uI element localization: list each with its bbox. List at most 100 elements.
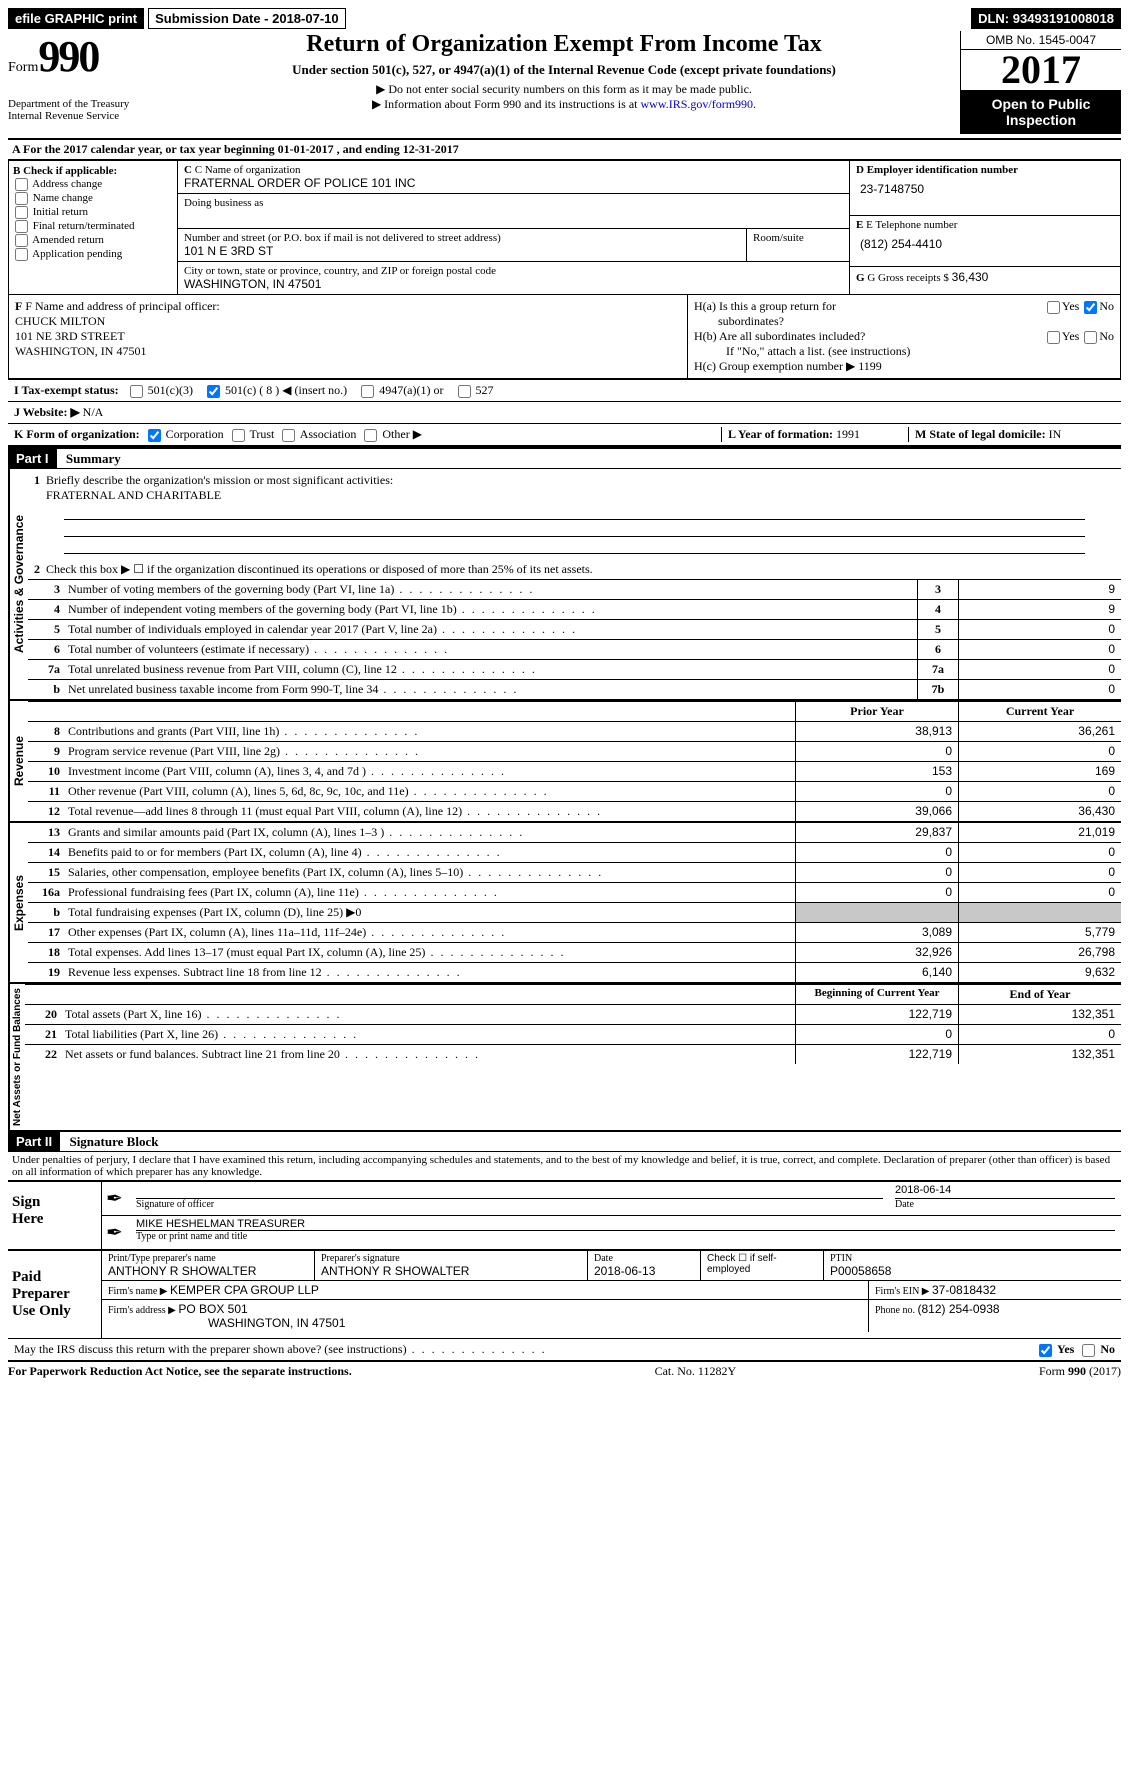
table-row: bNet unrelated business taxable income f… xyxy=(28,679,1121,699)
cb-trust[interactable] xyxy=(232,429,245,442)
officer-addr1: 101 NE 3RD STREET xyxy=(15,329,681,344)
self-employed-check[interactable]: Check ☐ if self-employed xyxy=(701,1251,824,1280)
cb-corp[interactable] xyxy=(148,429,161,442)
cb-assoc[interactable] xyxy=(282,429,295,442)
cb-address-change[interactable]: Address change xyxy=(13,178,173,191)
cb-other[interactable] xyxy=(364,429,377,442)
section-f: F F Name and address of principal office… xyxy=(9,295,687,378)
irs-label: Internal Revenue Service xyxy=(8,110,168,122)
table-row: 18Total expenses. Add lines 13–17 (must … xyxy=(28,942,1121,962)
org-name: FRATERNAL ORDER OF POLICE 101 INC xyxy=(184,176,843,190)
ssn-note: ▶ Do not enter social security numbers o… xyxy=(168,82,960,97)
cb-discuss-no[interactable] xyxy=(1082,1344,1095,1357)
org-name-label: C C Name of organization xyxy=(184,164,843,176)
firm-addr1: PO BOX 501 xyxy=(178,1302,247,1316)
ein: 23-7148750 xyxy=(856,176,1114,202)
cb-ha-no[interactable] xyxy=(1084,301,1097,314)
prior-year-hdr: Prior Year xyxy=(795,702,958,721)
part2-title: Signature Block xyxy=(63,1134,158,1149)
table-row: 13Grants and similar amounts paid (Part … xyxy=(28,823,1121,842)
cb-hb-no[interactable] xyxy=(1084,331,1097,344)
section-l: L Year of formation: 1991 xyxy=(721,427,908,442)
b-label: B Check if applicable: xyxy=(13,165,173,177)
perjury-text: Under penalties of perjury, I declare th… xyxy=(8,1152,1121,1180)
tax-year: 2017 xyxy=(961,50,1121,90)
netassets-section: Net Assets or Fund Balances Beginning of… xyxy=(8,982,1121,1130)
pen-icon: ✒ xyxy=(102,1182,130,1215)
mission-line xyxy=(64,539,1085,554)
end-year-hdr: End of Year xyxy=(958,985,1121,1004)
paperwork-notice: For Paperwork Reduction Act Notice, see … xyxy=(8,1364,352,1378)
form-word: Form xyxy=(8,60,38,75)
paid-preparer-block: PaidPreparerUse Only Print/Type preparer… xyxy=(8,1249,1121,1338)
gross-receipts: 36,430 xyxy=(952,270,989,284)
open-to-public: Open to PublicInspection xyxy=(961,90,1121,134)
cb-application-pending[interactable]: Application pending xyxy=(13,248,173,261)
cb-ha-yes[interactable] xyxy=(1047,301,1060,314)
cb-name-change[interactable]: Name change xyxy=(13,192,173,205)
ptin: P00058658 xyxy=(830,1264,1115,1278)
cb-hb-yes[interactable] xyxy=(1047,331,1060,344)
signer-name-label: Type or print name and title xyxy=(136,1231,1115,1242)
table-row: 8Contributions and grants (Part VIII, li… xyxy=(28,721,1121,741)
activities-governance: Activities & Governance 1 Briefly descri… xyxy=(8,469,1121,699)
hc: H(c) Group exemption number ▶ 1199 xyxy=(694,359,1114,374)
firm-ein: 37-0818432 xyxy=(932,1283,996,1297)
table-row: 9Program service revenue (Part VIII, lin… xyxy=(28,741,1121,761)
revenue-section: Revenue Prior YearCurrent Year 8Contribu… xyxy=(8,699,1121,821)
preparer-name: ANTHONY R SHOWALTER xyxy=(108,1264,308,1278)
table-row: 10Investment income (Part VIII, column (… xyxy=(28,761,1121,781)
cb-527[interactable] xyxy=(458,385,471,398)
room-label: Room/suite xyxy=(753,232,843,244)
dln-badge: DLN: 93493191008018 xyxy=(971,8,1121,29)
cb-501c3[interactable] xyxy=(130,385,143,398)
part1-title: Summary xyxy=(60,451,121,466)
irs-link[interactable]: www.IRS.gov/form990 xyxy=(640,97,753,111)
signer-name: MIKE HESHELMAN TREASURER xyxy=(136,1218,1115,1231)
table-row: 7aTotal unrelated business revenue from … xyxy=(28,659,1121,679)
info-note: ▶ Information about Form 990 and its ins… xyxy=(168,97,960,112)
section-c: C C Name of organizationFRATERNAL ORDER … xyxy=(178,161,849,294)
side-ag: Activities & Governance xyxy=(8,469,28,699)
section-bcd: B Check if applicable: Address change Na… xyxy=(8,160,1121,295)
form-title: Return of Organization Exempt From Incom… xyxy=(168,31,960,58)
cb-final-return[interactable]: Final return/terminated xyxy=(13,220,173,233)
preparer-sig: ANTHONY R SHOWALTER xyxy=(321,1264,581,1278)
form-header: Form990 Department of the Treasury Inter… xyxy=(8,31,1121,140)
table-row: 15Salaries, other compensation, employee… xyxy=(28,862,1121,882)
cb-amended-return[interactable]: Amended return xyxy=(13,234,173,247)
gross-label: G G Gross receipts $ xyxy=(856,272,952,284)
street-label: Number and street (or P.O. box if mail i… xyxy=(184,232,740,244)
cb-501c[interactable] xyxy=(207,385,220,398)
sign-date: 2018-06-14 xyxy=(895,1184,1115,1199)
section-k: K Form of organization: Corporation Trus… xyxy=(14,427,721,442)
sign-date-label: Date xyxy=(895,1199,1115,1210)
cb-4947[interactable] xyxy=(361,385,374,398)
table-row: 6Total number of volunteers (estimate if… xyxy=(28,639,1121,659)
section-a: A For the 2017 calendar year, or tax yea… xyxy=(8,140,1121,160)
section-deg: D Employer identification number23-71487… xyxy=(849,161,1120,294)
firm-name: KEMPER CPA GROUP LLP xyxy=(170,1283,319,1297)
table-row: 14Benefits paid to or for members (Part … xyxy=(28,842,1121,862)
table-row: 20Total assets (Part X, line 16)122,7191… xyxy=(25,1004,1121,1024)
cb-initial-return[interactable]: Initial return xyxy=(13,206,173,219)
section-b: B Check if applicable: Address change Na… xyxy=(9,161,178,294)
table-row: 19Revenue less expenses. Subtract line 1… xyxy=(28,962,1121,982)
table-row: 21Total liabilities (Part X, line 26)00 xyxy=(25,1024,1121,1044)
table-row: bTotal fundraising expenses (Part IX, co… xyxy=(28,902,1121,922)
submission-date: Submission Date - 2018-07-10 xyxy=(148,8,346,29)
section-fh: F F Name and address of principal office… xyxy=(8,295,1121,379)
form-number: 990 xyxy=(38,32,98,81)
discuss-row: May the IRS discuss this return with the… xyxy=(8,1338,1121,1360)
sign-here-label: SignHere xyxy=(8,1182,102,1249)
expenses-section: Expenses 13Grants and similar amounts pa… xyxy=(8,821,1121,982)
q1-label: Briefly describe the organization's miss… xyxy=(46,473,393,487)
cb-discuss-yes[interactable] xyxy=(1039,1344,1052,1357)
paid-preparer-label: PaidPreparerUse Only xyxy=(8,1251,102,1338)
officer-label: F F Name and address of principal office… xyxy=(15,299,681,314)
begin-year-hdr: Beginning of Current Year xyxy=(795,985,958,1004)
part2-bar: Part II xyxy=(8,1132,60,1151)
form-subtitle: Under section 501(c), 527, or 4947(a)(1)… xyxy=(254,62,874,78)
section-i: I Tax-exempt status: 501(c)(3) 501(c) ( … xyxy=(8,379,1121,401)
table-row: 11Other revenue (Part VIII, column (A), … xyxy=(28,781,1121,801)
